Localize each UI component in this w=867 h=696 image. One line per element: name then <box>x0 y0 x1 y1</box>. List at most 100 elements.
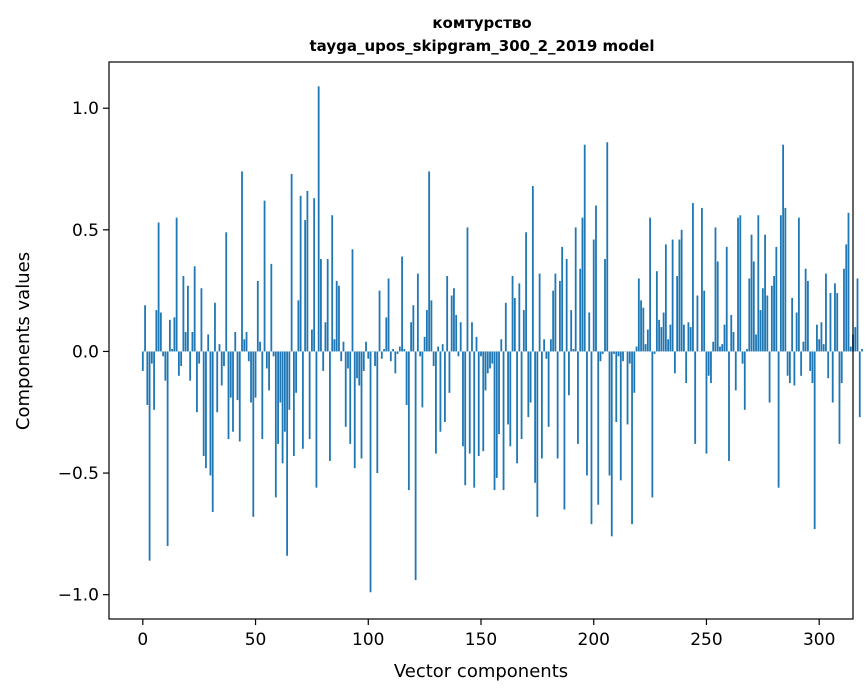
y-tick-label: 0.0 <box>72 342 99 362</box>
bar <box>662 312 665 352</box>
bar <box>407 351 410 491</box>
bar <box>403 349 406 352</box>
bar <box>229 351 232 398</box>
bar <box>333 339 336 352</box>
bar <box>184 331 187 352</box>
bar <box>615 351 618 422</box>
bar <box>378 290 381 352</box>
bar <box>268 351 270 391</box>
y-tick-label: −1.0 <box>58 586 99 606</box>
bar <box>301 351 304 449</box>
bar <box>838 351 841 444</box>
bar <box>317 86 320 352</box>
bar <box>277 351 279 444</box>
bar-series <box>141 86 863 593</box>
bar <box>588 312 591 352</box>
bar <box>243 339 246 352</box>
bar <box>430 300 433 352</box>
bar <box>405 351 408 405</box>
x-tick-label: 0 <box>137 630 148 650</box>
bar <box>482 351 485 452</box>
bar <box>259 341 261 352</box>
bar <box>683 324 685 352</box>
bar <box>655 271 658 352</box>
bar <box>182 276 185 352</box>
bar <box>416 273 419 352</box>
bar <box>676 276 679 352</box>
bar <box>173 317 176 352</box>
bar <box>462 351 464 447</box>
bar <box>716 261 719 352</box>
bar <box>166 351 169 547</box>
bar <box>360 351 363 459</box>
bar <box>766 295 769 352</box>
bar <box>511 276 514 352</box>
bar <box>807 280 809 352</box>
bar <box>263 200 266 352</box>
bar <box>313 198 316 352</box>
bar <box>202 351 205 457</box>
bar <box>200 288 203 352</box>
bar <box>750 234 753 352</box>
bar <box>498 351 500 435</box>
bar <box>286 351 289 556</box>
bar <box>768 351 771 403</box>
bar <box>522 310 525 352</box>
bar <box>581 217 584 352</box>
bar <box>554 273 557 352</box>
bar <box>491 351 494 364</box>
bar <box>471 322 473 352</box>
bar <box>770 285 773 352</box>
bar <box>811 351 814 384</box>
bar <box>220 351 223 386</box>
bar <box>464 351 467 486</box>
bar <box>739 215 742 352</box>
bar <box>480 351 482 357</box>
bar <box>626 351 629 425</box>
bar <box>529 351 532 403</box>
plot-frame <box>108 61 854 620</box>
bar <box>804 268 807 352</box>
x-axis: 0 50 100 150 200 250 300 <box>137 619 835 650</box>
bar <box>299 195 302 352</box>
bar <box>590 351 593 525</box>
bar <box>784 207 787 352</box>
bar <box>773 276 775 352</box>
bar <box>673 351 676 374</box>
bar <box>797 217 800 352</box>
bar <box>473 351 476 488</box>
bar <box>687 322 690 352</box>
bar <box>241 171 243 352</box>
x-tick-label: 250 <box>690 630 722 650</box>
bar <box>245 331 248 352</box>
bar <box>572 349 575 352</box>
bar <box>640 300 642 352</box>
bar <box>439 351 442 432</box>
bar <box>579 268 582 352</box>
bar <box>223 351 225 367</box>
bar <box>385 317 388 352</box>
bar <box>196 351 198 413</box>
bar <box>446 276 449 352</box>
y-tick-label: 1.0 <box>72 99 99 119</box>
bar <box>315 351 318 488</box>
bar <box>475 336 478 352</box>
bar <box>644 344 647 352</box>
bar <box>250 351 252 403</box>
bar <box>543 339 546 352</box>
bar <box>444 351 446 422</box>
bar <box>617 351 620 357</box>
bar <box>565 259 568 352</box>
bar <box>238 351 241 442</box>
bar <box>329 351 331 461</box>
bar <box>782 144 785 352</box>
bar <box>775 246 778 352</box>
x-tick-label: 100 <box>352 630 384 650</box>
bar <box>563 351 566 510</box>
bar <box>421 351 424 408</box>
bar <box>861 349 863 352</box>
bar <box>701 207 703 352</box>
bar <box>568 351 570 396</box>
bar <box>153 351 155 410</box>
bar <box>171 349 174 352</box>
